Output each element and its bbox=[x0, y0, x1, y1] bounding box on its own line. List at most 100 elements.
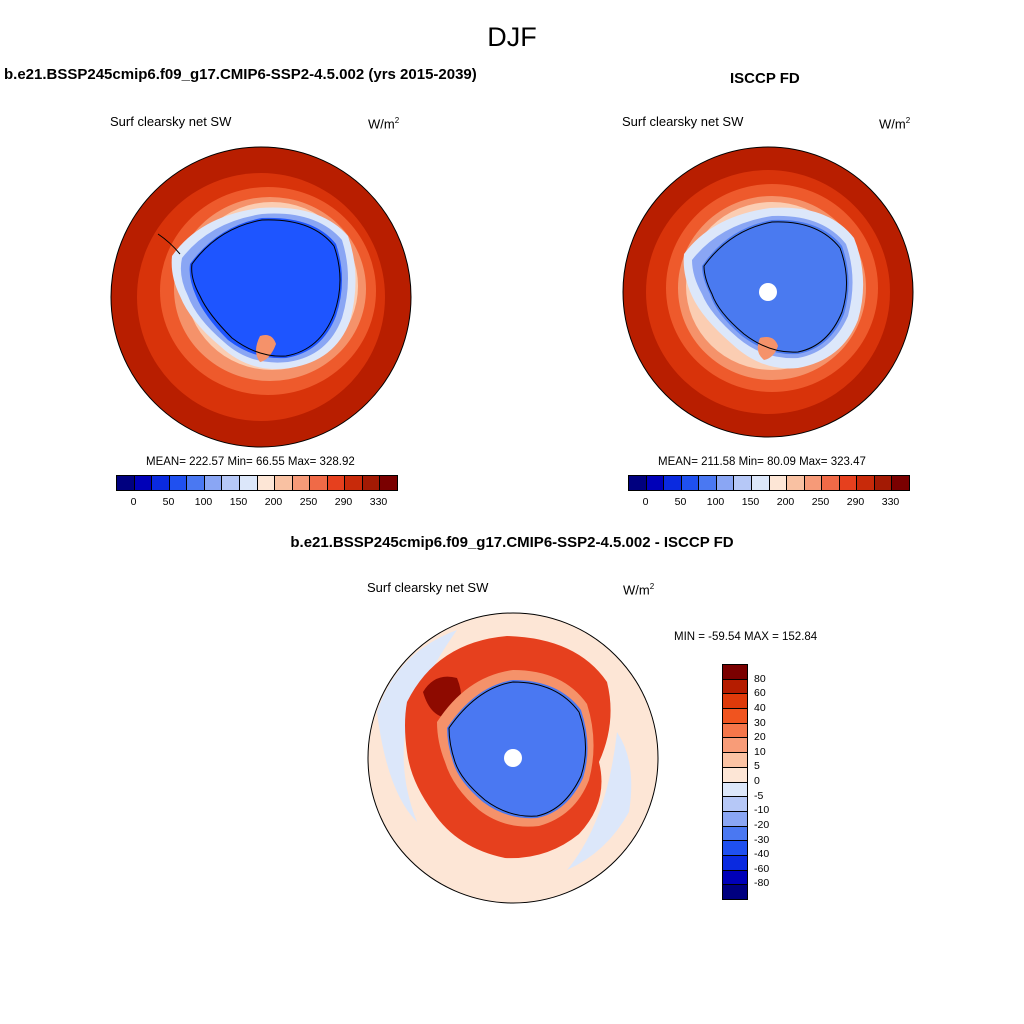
colorbar-swatch bbox=[751, 476, 770, 490]
map-diff-region bbox=[567, 732, 632, 870]
colorbar-level-label: 0 bbox=[754, 775, 760, 787]
colorbar-swatch bbox=[134, 476, 153, 490]
colorbar-tick-label: 0 bbox=[642, 496, 649, 508]
map-diff-land bbox=[447, 680, 588, 819]
colorbar-swatch bbox=[257, 476, 276, 490]
right-units-label: W/m2 bbox=[879, 116, 911, 132]
colorbar-swatch bbox=[646, 476, 665, 490]
map-ross-sea bbox=[757, 337, 778, 360]
colorbar-tick-label: 150 bbox=[741, 496, 760, 508]
right-panel-title: ISCCP FD bbox=[730, 70, 800, 87]
colorbar-swatch bbox=[275, 476, 293, 490]
map-boundary bbox=[367, 612, 659, 904]
colorbar-swatch bbox=[169, 476, 188, 490]
map-pole-hole bbox=[759, 283, 777, 301]
colorbar-tick-label: 330 bbox=[369, 496, 388, 508]
colorbar-swatch bbox=[892, 476, 909, 490]
colorbar-swatch bbox=[380, 476, 397, 490]
colorbar-swatch bbox=[723, 753, 747, 768]
map-boundary bbox=[110, 146, 412, 448]
colorbar-swatch bbox=[310, 476, 328, 490]
colorbar-swatch bbox=[723, 870, 747, 886]
colorbar-tick-label: 290 bbox=[334, 496, 353, 508]
map-diff-region bbox=[377, 630, 457, 822]
map-pole-hole bbox=[504, 749, 522, 767]
colorbar-swatch bbox=[664, 476, 682, 490]
diff-units-label: W/m2 bbox=[623, 582, 655, 598]
colorbar-swatch bbox=[857, 476, 875, 490]
colorbar-swatch bbox=[222, 476, 240, 490]
colorbar-swatch bbox=[874, 476, 893, 490]
right-polar-map bbox=[622, 146, 914, 438]
colorbar-tick-label: 50 bbox=[162, 496, 175, 508]
map-boundary bbox=[622, 146, 914, 438]
colorbar-swatch bbox=[292, 476, 311, 490]
colorbar-level-label: -60 bbox=[754, 862, 770, 875]
colorbar-swatch bbox=[723, 855, 747, 871]
left-colorbar bbox=[116, 475, 398, 491]
map-coastline bbox=[191, 219, 341, 357]
colorbar-tick-label: 50 bbox=[674, 496, 687, 508]
colorbar-swatch bbox=[699, 476, 717, 490]
colorbar-tick-label: 330 bbox=[881, 496, 900, 508]
colorbar-level-label: -10 bbox=[754, 804, 770, 817]
colorbar-swatch bbox=[362, 476, 381, 490]
right-colorbar bbox=[628, 475, 910, 491]
colorbar-swatch bbox=[239, 476, 258, 490]
map-ross-sea bbox=[256, 335, 276, 362]
colorbar-swatch bbox=[787, 476, 805, 490]
right-stats: MEAN= 211.58 Min= 80.09 Max= 323.47 bbox=[658, 456, 866, 468]
colorbar-level-label: 30 bbox=[754, 716, 766, 729]
diff-polar-map bbox=[367, 612, 659, 904]
colorbar-swatch bbox=[117, 476, 135, 490]
colorbar-level-label: -5 bbox=[754, 789, 764, 802]
colorbar-swatch bbox=[723, 782, 747, 798]
diff-minmax: MIN = -59.54 MAX = 152.84 bbox=[674, 631, 818, 643]
left-stats: MEAN= 222.57 Min= 66.55 Max= 328.92 bbox=[146, 456, 355, 468]
colorbar-swatch bbox=[723, 811, 747, 827]
colorbar-level-label: 60 bbox=[754, 687, 766, 700]
colorbar-swatch bbox=[822, 476, 840, 490]
colorbar-swatch bbox=[723, 885, 747, 899]
left-panel-title: b.e21.BSSP245cmip6.f09_g17.CMIP6-SSP2-4.… bbox=[4, 66, 477, 83]
colorbar-swatch bbox=[723, 694, 747, 710]
colorbar-level-label: -20 bbox=[754, 818, 770, 831]
map-coastline bbox=[703, 221, 848, 353]
right-colorbar-ticks: 0 50 100 150 200 250 290 330 bbox=[628, 496, 908, 510]
colorbar-swatch bbox=[723, 767, 747, 783]
colorbar-swatch bbox=[723, 797, 747, 812]
colorbar-swatch bbox=[152, 476, 170, 490]
colorbar-swatch bbox=[723, 826, 747, 842]
colorbar-swatch bbox=[723, 841, 747, 856]
colorbar-swatch bbox=[345, 476, 363, 490]
colorbar-level-label: -30 bbox=[754, 833, 770, 846]
colorbar-tick-label: 100 bbox=[706, 496, 725, 508]
diff-panel-title: b.e21.BSSP245cmip6.f09_g17.CMIP6-SSP2-4.… bbox=[290, 534, 734, 551]
left-polar-map bbox=[110, 146, 412, 448]
colorbar-swatch bbox=[629, 476, 647, 490]
colorbar-tick-label: 250 bbox=[299, 496, 318, 508]
colorbar-tick-label: 250 bbox=[811, 496, 830, 508]
colorbar-tick-label: 100 bbox=[194, 496, 213, 508]
colorbar-level-label: 10 bbox=[754, 745, 766, 758]
left-variable-label: Surf clearsky net SW bbox=[110, 114, 232, 129]
colorbar-level-label: -40 bbox=[754, 848, 770, 861]
colorbar-level-label: 40 bbox=[754, 701, 766, 714]
map-peninsula bbox=[157, 233, 181, 255]
colorbar-swatch bbox=[204, 476, 223, 490]
page-title: DJF bbox=[487, 22, 537, 52]
colorbar-level-label: 20 bbox=[754, 731, 766, 744]
colorbar-level-label: 80 bbox=[754, 672, 766, 685]
map-antarctic-land bbox=[189, 217, 342, 359]
colorbar-swatch bbox=[734, 476, 752, 490]
colorbar-swatch bbox=[681, 476, 700, 490]
colorbar-level-label: 5 bbox=[754, 760, 760, 773]
colorbar-tick-label: 200 bbox=[776, 496, 795, 508]
colorbar-swatch bbox=[327, 476, 346, 490]
colorbar-swatch bbox=[804, 476, 823, 490]
colorbar-swatch bbox=[723, 665, 747, 680]
colorbar-swatch bbox=[769, 476, 788, 490]
diff-colorbar bbox=[722, 664, 748, 900]
colorbar-tick-label: 290 bbox=[846, 496, 865, 508]
colorbar-swatch bbox=[716, 476, 735, 490]
